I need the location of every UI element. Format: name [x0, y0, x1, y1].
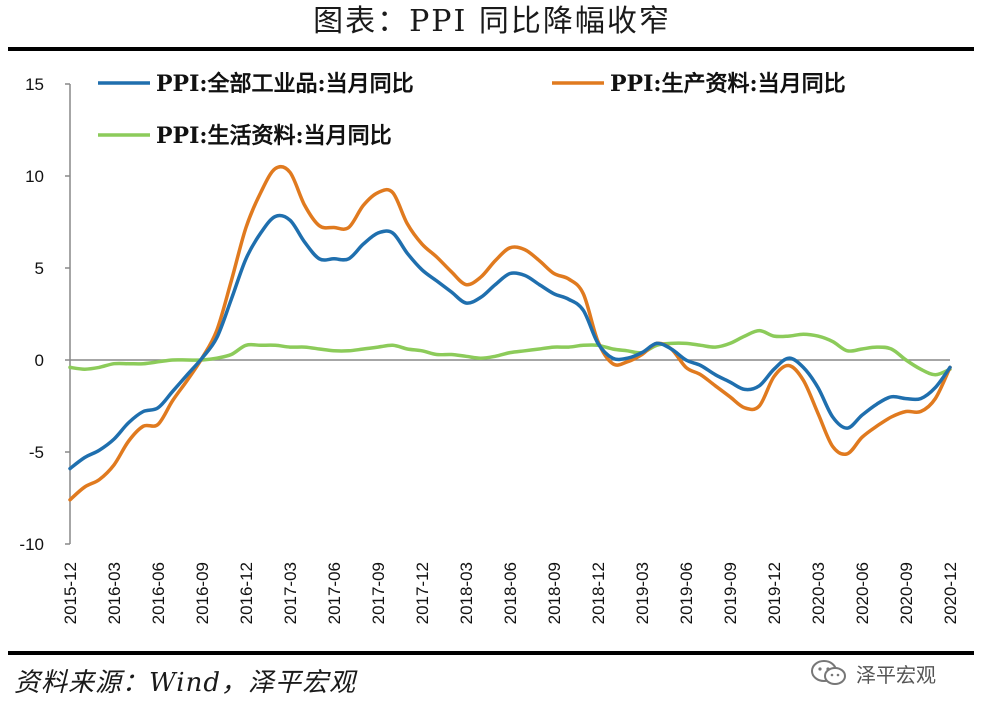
x-tick-label: 2019-03: [633, 562, 652, 624]
legend-label: PPI:全部工业品:当月同比: [156, 71, 414, 97]
legend-label: PPI:生产资料:当月同比: [610, 71, 846, 97]
watermark-text: 泽平宏观: [856, 662, 936, 687]
y-tick-label: -10: [19, 535, 44, 554]
page-title: 图表：PPI 同比降幅收窄: [313, 4, 671, 39]
x-tick-label: 2016-12: [237, 562, 256, 624]
x-tick-label: 2020-03: [809, 562, 828, 624]
series-layer: [68, 164, 952, 502]
watermark: 泽平宏观: [810, 658, 936, 688]
series-living-line: [68, 328, 952, 377]
x-tick-label: 2020-12: [941, 562, 960, 624]
x-tick-label: 2018-06: [501, 562, 520, 624]
legend-item-production: PPI:生产资料:当月同比: [552, 71, 846, 97]
top-divider: [8, 47, 974, 51]
x-axis: 2015-12 2016-03 2016-06 2016-09 2016-12 2017-…: [61, 359, 960, 624]
x-tick-label: 2015-12: [61, 562, 80, 624]
x-tick-label: 2017-12: [413, 562, 432, 624]
legend: PPI:全部工业品:当月同比 PPI:生产资料:当月同比 PPI:生活资料:当月同比: [98, 71, 846, 149]
x-tick-label: 2019-06: [677, 562, 696, 624]
y-axis: 15 10 5 0 -5 -10: [19, 75, 71, 554]
legend-item-industrial: PPI:全部工业品:当月同比: [98, 71, 414, 97]
x-tick-label: 2018-12: [589, 562, 608, 624]
line-chart: 15 10 5 0 -5 -10 2015-12 2016-03 2016-06 2016-09…: [19, 71, 960, 624]
x-tick-label: 2016-06: [149, 562, 168, 624]
wechat-icon: [811, 660, 846, 685]
x-tick-label: 2019-09: [721, 562, 740, 624]
x-tick-label: 2017-03: [281, 562, 300, 624]
y-tick-label: 15: [25, 75, 44, 94]
legend-item-living: PPI:生活资料:当月同比: [98, 123, 392, 149]
source-note: 资料来源：Wind，泽平宏观: [14, 668, 356, 698]
x-tick-label: 2018-03: [457, 562, 476, 624]
x-tick-label: 2017-06: [325, 562, 344, 624]
series-industrial-line: [68, 213, 952, 471]
x-tick-label: 2020-09: [897, 562, 916, 624]
legend-label: PPI:生活资料:当月同比: [156, 123, 392, 149]
x-tick-label: 2016-03: [105, 562, 124, 624]
x-tick-label: 2019-12: [765, 562, 784, 624]
x-tick-label: 2016-09: [193, 562, 212, 624]
bottom-divider: [8, 651, 974, 655]
y-tick-label: 0: [35, 351, 44, 370]
y-tick-label: 5: [35, 259, 44, 278]
y-tick-label: -5: [29, 443, 44, 462]
x-tick-label: 2017-09: [369, 562, 388, 624]
series-production-line: [68, 164, 952, 502]
x-tick-label: 2018-09: [545, 562, 564, 624]
y-tick-label: 10: [25, 167, 44, 186]
x-tick-label: 2020-06: [853, 562, 872, 624]
